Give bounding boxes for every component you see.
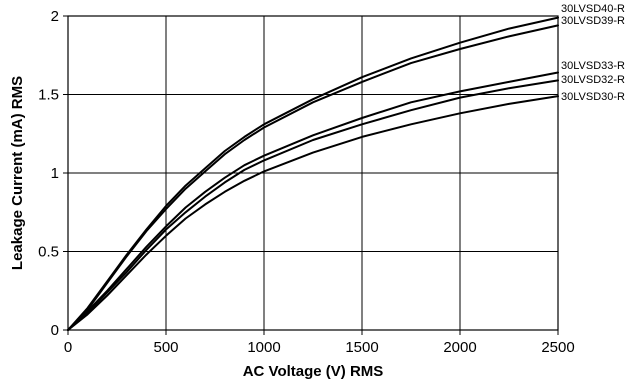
grid [63, 15, 559, 335]
series-lines [67, 16, 559, 331]
x-tick-label: 1000 [247, 339, 280, 356]
y-axis-title: Leakage Current (mA) RMS [9, 76, 26, 270]
y-tick-label: 1.5 [38, 87, 59, 104]
y-tick-labels: 0 0.5 1 1.5 2 [38, 8, 59, 339]
x-tick-label: 1500 [345, 339, 378, 356]
series-line-30lvsd33-r [67, 71, 559, 331]
x-axis-title: AC Voltage (V) RMS [243, 363, 384, 380]
series-line-30lvsd40-r [67, 16, 559, 331]
series-label: 30LVSD40-R [561, 3, 625, 15]
series-line-30lvsd30-r [67, 95, 559, 331]
y-tick-label: 2 [51, 8, 59, 25]
series-line-30lvsd39-r [67, 24, 559, 331]
y-tick-label: 0.5 [38, 244, 59, 261]
x-tick-labels: 0 500 1000 1500 2000 2500 [64, 339, 575, 356]
series-label: 30LVSD33-R [561, 60, 625, 72]
series-label: 30LVSD39-R [561, 15, 625, 27]
x-tick-label: 2000 [443, 339, 476, 356]
series-label: 30LVSD30-R [561, 91, 625, 103]
x-tick-label: 0 [64, 339, 72, 356]
series-line-30lvsd32-r [67, 79, 559, 331]
plot-frame [67, 15, 559, 331]
series-label: 30LVSD32-R [561, 74, 625, 86]
y-tick-label: 1 [51, 165, 59, 182]
x-tick-label: 500 [153, 339, 178, 356]
x-tick-label: 2500 [541, 339, 574, 356]
y-tick-label: 0 [51, 322, 59, 339]
